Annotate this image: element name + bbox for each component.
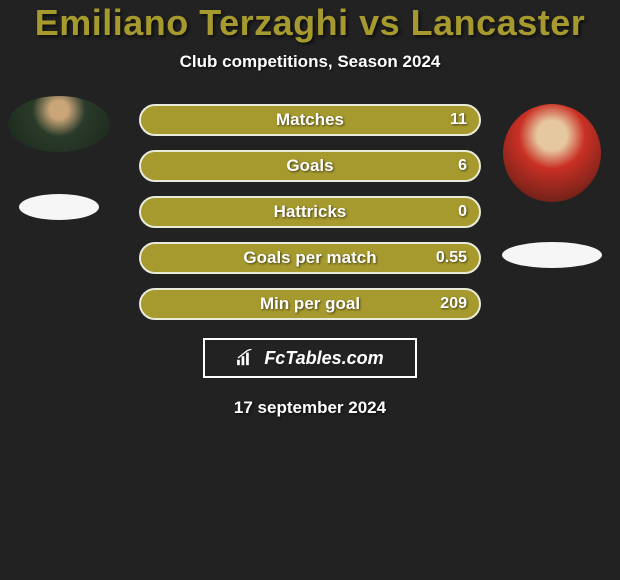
page-title: Emiliano Terzaghi vs Lancaster	[0, 2, 620, 44]
player-left-avatar	[8, 96, 110, 152]
brand-box[interactable]: FcTables.com	[203, 338, 417, 378]
stat-row-min-per-goal: Min per goal 209	[139, 288, 481, 320]
player-right-badge	[502, 242, 602, 268]
player-right-avatar	[503, 104, 601, 202]
stat-right-value: 0.55	[436, 249, 467, 267]
stat-right-value: 6	[458, 157, 467, 175]
stat-label: Hattricks	[274, 202, 347, 222]
stats-list: Matches 11 Goals 6 Hattricks 0 Goals per…	[139, 104, 481, 320]
player-left-badge	[19, 194, 99, 220]
stat-label: Goals	[286, 156, 333, 176]
stat-label: Matches	[276, 110, 344, 130]
stat-label: Min per goal	[260, 294, 360, 314]
stat-row-hattricks: Hattricks 0	[139, 196, 481, 228]
stat-right-value: 0	[458, 203, 467, 221]
stat-right-value: 209	[440, 295, 467, 313]
player-right	[502, 104, 602, 268]
bar-chart-icon	[236, 349, 258, 367]
stat-label: Goals per match	[243, 248, 376, 268]
subtitle: Club competitions, Season 2024	[0, 52, 620, 72]
brand-label: FcTables.com	[264, 348, 383, 369]
stat-row-matches: Matches 11	[139, 104, 481, 136]
comparison-card: Emiliano Terzaghi vs Lancaster Club comp…	[0, 0, 620, 418]
body-area: Matches 11 Goals 6 Hattricks 0 Goals per…	[0, 104, 620, 418]
stat-right-value: 11	[450, 111, 467, 129]
stat-row-goals-per-match: Goals per match 0.55	[139, 242, 481, 274]
stat-row-goals: Goals 6	[139, 150, 481, 182]
date-label: 17 september 2024	[0, 398, 620, 418]
player-left	[8, 96, 110, 220]
